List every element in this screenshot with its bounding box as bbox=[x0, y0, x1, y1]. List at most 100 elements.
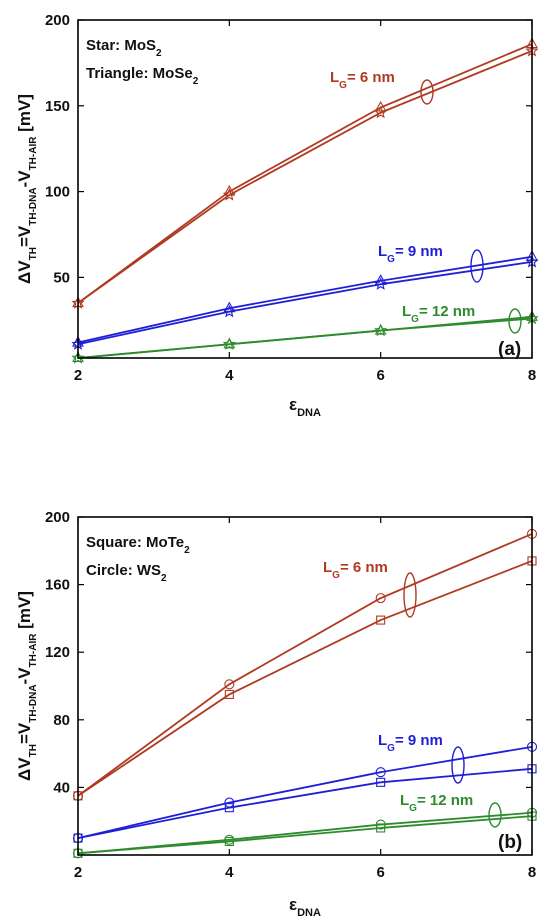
star-marker bbox=[374, 323, 388, 337]
y-tick-label: 200 bbox=[45, 12, 70, 29]
material-note-part: 2 bbox=[184, 545, 190, 556]
gate-length-label-part: = 9 nm bbox=[395, 243, 443, 260]
group-ellipse bbox=[470, 249, 484, 283]
material-note: Triangle: MoSe2 bbox=[86, 65, 199, 87]
material-note-part: 2 bbox=[193, 76, 199, 87]
gate-length-label-part: G bbox=[387, 254, 395, 265]
y-axis-title-part: TH-AIR bbox=[28, 633, 39, 668]
triangle-marker bbox=[72, 351, 84, 363]
y-axis-title-part: TH bbox=[28, 744, 39, 757]
group-ellipse bbox=[488, 802, 502, 828]
plot-frame bbox=[77, 19, 533, 359]
gate-length-label-part: G bbox=[339, 80, 347, 91]
x-axis-title-sub: DNA bbox=[297, 907, 321, 919]
series-line bbox=[77, 533, 533, 797]
triangle-marker bbox=[223, 184, 236, 196]
y-tick-label: 150 bbox=[45, 98, 70, 115]
gate-length-label-part: L bbox=[400, 792, 409, 809]
plot-frame bbox=[77, 516, 533, 856]
panel-label: (b) bbox=[498, 832, 522, 853]
material-note-part: Triangle: MoSe bbox=[86, 65, 193, 82]
gate-length-label-part: = 6 nm bbox=[340, 559, 388, 576]
group-ellipse bbox=[420, 79, 434, 105]
material-note-part: Star: MoS bbox=[86, 37, 156, 54]
circle-marker bbox=[375, 819, 386, 830]
gate-length-label-part: G bbox=[409, 803, 417, 814]
x-axis-title: εDNA bbox=[289, 395, 321, 419]
circle-marker bbox=[375, 767, 386, 778]
y-axis-title-part: ΔV bbox=[15, 757, 34, 781]
series-line bbox=[77, 255, 533, 344]
y-tick-label: 100 bbox=[45, 184, 70, 201]
gate-length-label-part: G bbox=[387, 743, 395, 754]
gate-length-label-part: L bbox=[378, 732, 387, 749]
square-marker bbox=[376, 777, 386, 787]
gate-length-label-part: = 12 nm bbox=[417, 792, 473, 809]
material-note: Star: MoS2 bbox=[86, 37, 162, 59]
gate-length-label-part: G bbox=[411, 314, 419, 325]
series-line bbox=[77, 315, 533, 359]
x-tick-label: 8 bbox=[528, 864, 536, 881]
x-axis-title-main: ε bbox=[289, 395, 297, 414]
y-axis-title-part: -V bbox=[15, 667, 34, 685]
series-line bbox=[77, 767, 533, 839]
panel-label: (a) bbox=[498, 339, 521, 360]
x-tick-label: 2 bbox=[74, 367, 82, 384]
y-tick-label: 40 bbox=[53, 779, 70, 796]
y-axis-title-part: [mV] bbox=[15, 94, 34, 137]
material-note: Square: MoTe2 bbox=[86, 534, 190, 556]
triangle-marker bbox=[374, 323, 387, 335]
triangle-marker bbox=[374, 274, 387, 285]
x-tick-label: 6 bbox=[376, 367, 384, 384]
group-ellipse bbox=[508, 308, 522, 334]
gate-length-label: LG= 6 nm bbox=[323, 559, 388, 581]
y-tick-label: 120 bbox=[45, 644, 70, 661]
x-axis-title: εDNA bbox=[289, 895, 321, 919]
series-line bbox=[77, 50, 533, 304]
circle-marker bbox=[375, 593, 386, 604]
x-axis-title-sub: DNA bbox=[297, 407, 321, 419]
y-tick-label: 50 bbox=[53, 269, 70, 286]
gate-length-label-part: L bbox=[378, 243, 387, 260]
y-axis-title-part: TH-AIR bbox=[28, 136, 39, 171]
series-line bbox=[77, 745, 533, 839]
y-axis-title-part: TH bbox=[28, 247, 39, 260]
material-note-part: 2 bbox=[161, 573, 167, 584]
group-ellipse bbox=[451, 746, 465, 784]
y-axis-title: ΔVTH=VTH-DNA-VTH-AIR [mV] bbox=[15, 94, 39, 284]
square-marker bbox=[224, 803, 234, 813]
gate-length-label-part: = 6 nm bbox=[347, 69, 395, 86]
gate-length-label-part: L bbox=[330, 69, 339, 86]
x-axis-title-main: ε bbox=[289, 895, 297, 914]
gate-length-label: LG= 12 nm bbox=[402, 303, 475, 325]
x-tick-label: 4 bbox=[225, 367, 234, 384]
y-axis-title-part: -V bbox=[15, 170, 34, 188]
square-marker bbox=[224, 689, 234, 700]
circle-marker bbox=[224, 679, 235, 690]
y-axis-title-part: =V bbox=[15, 225, 34, 247]
y-axis-title-part: TH-DNA bbox=[28, 684, 39, 722]
series-line bbox=[77, 811, 533, 855]
y-axis-title-part: [mV] bbox=[15, 591, 34, 634]
star-marker bbox=[71, 351, 85, 364]
circle-marker bbox=[224, 834, 235, 845]
gate-length-label: LG= 12 nm bbox=[400, 792, 473, 814]
series-line bbox=[77, 43, 533, 304]
gate-length-label-part: = 12 nm bbox=[419, 303, 475, 320]
gate-length-label-part: L bbox=[323, 559, 332, 576]
y-axis-title: ΔVTH=VTH-DNA-VTH-AIR [mV] bbox=[15, 591, 39, 781]
x-tick-label: 8 bbox=[528, 367, 536, 384]
series-line bbox=[77, 261, 533, 346]
y-axis-title-part: ΔV bbox=[15, 260, 34, 284]
material-note-part: Circle: WS bbox=[86, 562, 161, 579]
chart-panel-b: 2 4 6 8 40 80 120 160 200 εDNA ΔVTH=VTH-DNA-VTH-AI… bbox=[15, 509, 538, 919]
circle-marker bbox=[224, 797, 235, 808]
y-tick-label: 200 bbox=[45, 509, 70, 526]
square-marker bbox=[376, 615, 386, 625]
y-tick-label: 160 bbox=[45, 577, 70, 594]
material-note-part: Square: MoTe bbox=[86, 534, 184, 551]
gate-length-label-part: G bbox=[332, 570, 340, 581]
group-ellipse bbox=[403, 572, 417, 618]
triangle-marker bbox=[223, 301, 236, 313]
